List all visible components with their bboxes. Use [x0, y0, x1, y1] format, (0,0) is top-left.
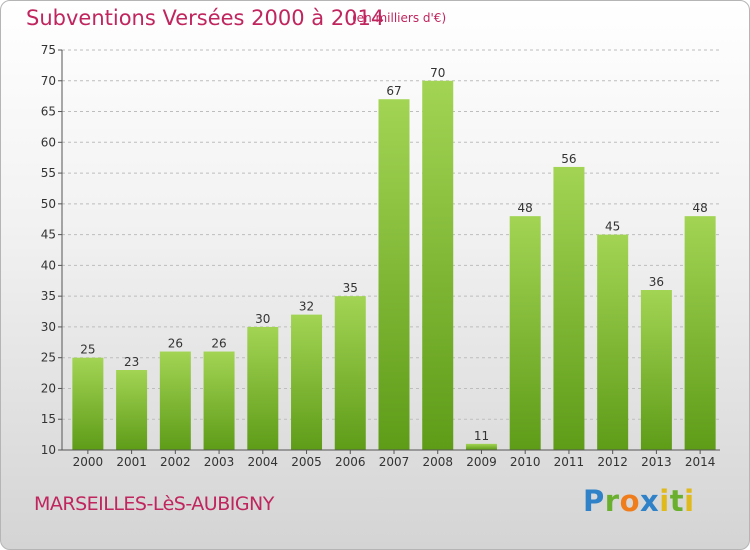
bar — [291, 314, 323, 450]
y-tick-label: 40 — [41, 258, 56, 272]
bar — [640, 290, 672, 450]
x-tick-label: 2003 — [204, 455, 235, 469]
y-tick-label: 45 — [41, 228, 56, 242]
x-tick-label: 2007 — [379, 455, 410, 469]
bar-value-label: 26 — [211, 337, 226, 351]
y-tick-label: 50 — [41, 197, 56, 211]
place-name: MARSEILLES-LèS-AUBIGNY — [34, 493, 274, 515]
bar-value-label: 67 — [386, 84, 401, 98]
bar — [72, 357, 104, 450]
proxiti-logo: Proxiti — [583, 484, 695, 518]
y-tick-label: 15 — [41, 412, 56, 426]
bar — [159, 351, 191, 450]
bar — [334, 296, 366, 450]
x-tick-label: 2008 — [422, 455, 453, 469]
x-tick-label: 2014 — [685, 455, 716, 469]
y-tick-label: 25 — [41, 351, 56, 365]
x-tick-label: 2010 — [510, 455, 541, 469]
bar-value-label: 32 — [299, 300, 314, 314]
bar — [684, 216, 716, 450]
x-tick-label: 2013 — [641, 455, 672, 469]
y-tick-label: 30 — [41, 320, 56, 334]
logo-letter: P — [583, 484, 605, 518]
x-tick-label: 2006 — [335, 455, 366, 469]
bar — [203, 351, 235, 450]
y-tick-label: 35 — [41, 289, 56, 303]
bar-value-label: 35 — [343, 281, 358, 295]
logo-letter: x — [640, 484, 660, 518]
y-tick-label: 60 — [41, 135, 56, 149]
bar — [465, 443, 497, 450]
bar — [378, 99, 410, 450]
bar — [116, 370, 148, 450]
bar — [422, 80, 454, 451]
bar — [509, 216, 541, 450]
chart-unit: (en milliers d'€) — [352, 11, 447, 25]
x-tick-label: 2001 — [116, 455, 147, 469]
x-tick-label: 2004 — [248, 455, 279, 469]
x-tick-label: 2002 — [160, 455, 191, 469]
bar — [553, 166, 585, 450]
y-tick-label: 55 — [41, 166, 56, 180]
logo-letter: t — [669, 484, 685, 518]
bar-value-label: 25 — [80, 343, 95, 357]
labels: 10 15 20 25 30 35 40 45 50 55 60 65 70 75 25 2000 23 2001… — [41, 43, 716, 469]
y-tick-label: 20 — [41, 381, 56, 395]
logo-letter: o — [619, 484, 641, 518]
bar — [597, 234, 629, 450]
chart-title: Subventions Versées 2000 à 2014 — [26, 6, 385, 30]
x-tick-label: 2011 — [554, 455, 585, 469]
axes — [58, 49, 720, 454]
bar — [247, 326, 279, 450]
logo-letter: i — [684, 484, 695, 518]
bar-value-label: 48 — [518, 201, 533, 215]
x-tick-label: 2000 — [73, 455, 104, 469]
x-tick-label: 2005 — [291, 455, 322, 469]
bar-value-label: 23 — [124, 355, 139, 369]
logo-letter: i — [659, 484, 670, 518]
x-tick-label: 2012 — [597, 455, 628, 469]
bar-value-label: 48 — [692, 201, 707, 215]
bar-value-label: 56 — [561, 152, 576, 166]
bar-value-label: 30 — [255, 312, 270, 326]
y-tick-label: 10 — [41, 443, 56, 457]
bar-value-label: 45 — [605, 220, 620, 234]
bar-value-label: 11 — [474, 429, 489, 443]
bar-value-label: 36 — [649, 275, 664, 289]
bars — [72, 80, 716, 451]
y-tick-label: 65 — [41, 105, 56, 119]
bar-value-label: 26 — [168, 337, 183, 351]
y-tick-label: 70 — [41, 74, 56, 88]
logo-letter: r — [604, 484, 620, 518]
x-tick-label: 2009 — [466, 455, 497, 469]
y-tick-label: 75 — [41, 43, 56, 57]
bar-value-label: 70 — [430, 66, 445, 80]
